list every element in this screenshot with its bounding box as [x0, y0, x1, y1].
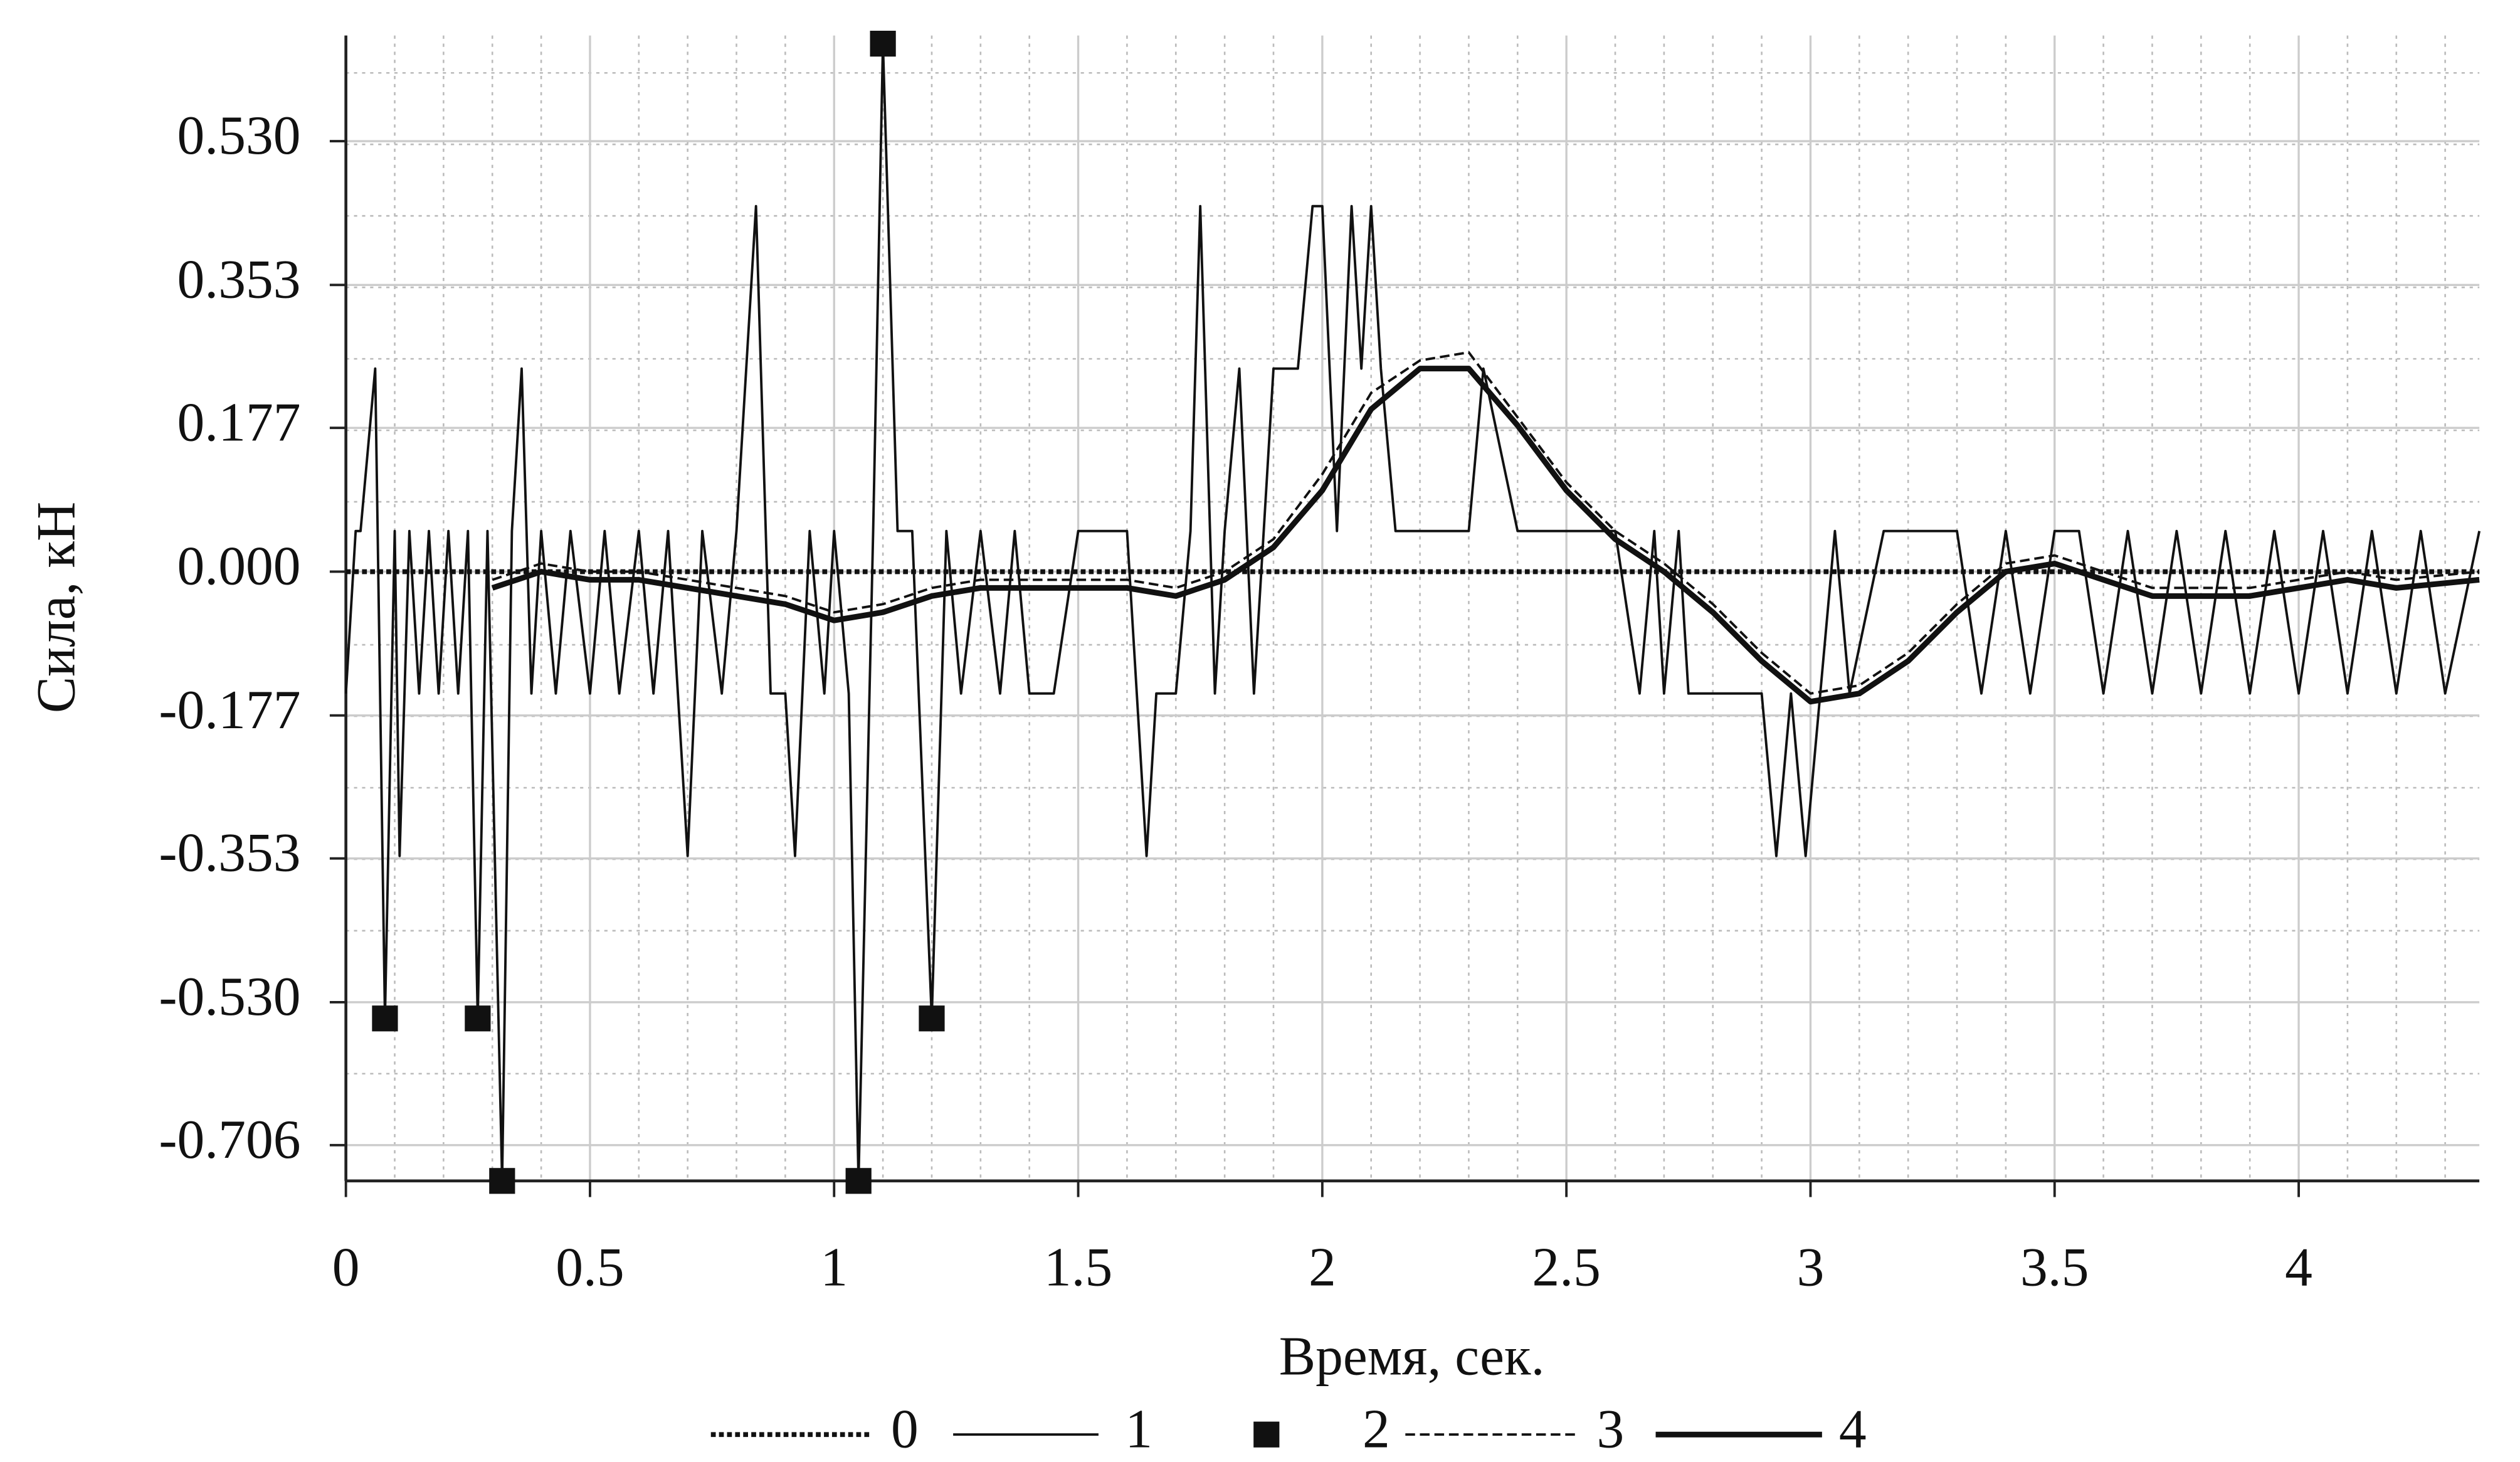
- x-tick-label: 2.5: [1532, 1237, 1600, 1298]
- y-tick-label: 0.000: [177, 536, 301, 596]
- data-point: [870, 31, 896, 57]
- y-axis-label: Сила, кН: [25, 502, 86, 713]
- x-tick-label: 4: [2285, 1237, 2312, 1298]
- legend-label: 3: [1597, 1398, 1625, 1459]
- x-tick-label: 0: [332, 1237, 360, 1298]
- y-tick-label: -0.530: [159, 966, 300, 1027]
- y-tick-label: 0.177: [177, 391, 301, 452]
- x-tick-label: 3.5: [2020, 1237, 2089, 1298]
- x-axis-label: Время, сек.: [1279, 1325, 1545, 1386]
- y-tick-label: -0.706: [159, 1109, 300, 1170]
- y-tick-label: -0.177: [159, 679, 300, 740]
- data-point: [465, 1005, 491, 1032]
- x-tick-label: 1: [820, 1237, 848, 1298]
- legend-label: 1: [1125, 1398, 1152, 1459]
- y-tick-label: 0.530: [177, 105, 301, 166]
- x-tick-label: 2: [1309, 1237, 1336, 1298]
- data-point: [489, 1168, 515, 1194]
- data-line: [491, 366, 2480, 705]
- data-line: [344, 42, 2481, 1182]
- y-tick-label: -0.353: [159, 822, 300, 883]
- data-line: [492, 351, 2480, 695]
- legend-marker: [1253, 1421, 1280, 1448]
- legend-label: 4: [1839, 1398, 1867, 1459]
- legend-label: 2: [1363, 1398, 1390, 1459]
- legend-label: 0: [891, 1398, 919, 1459]
- x-tick-label: 3: [1797, 1237, 1825, 1298]
- data-point: [372, 1005, 398, 1032]
- x-tick-label: 0.5: [556, 1237, 624, 1298]
- data-point: [919, 1005, 945, 1032]
- y-tick-label: 0.353: [177, 248, 301, 309]
- x-tick-label: 1.5: [1044, 1237, 1112, 1298]
- data-point: [845, 1168, 872, 1194]
